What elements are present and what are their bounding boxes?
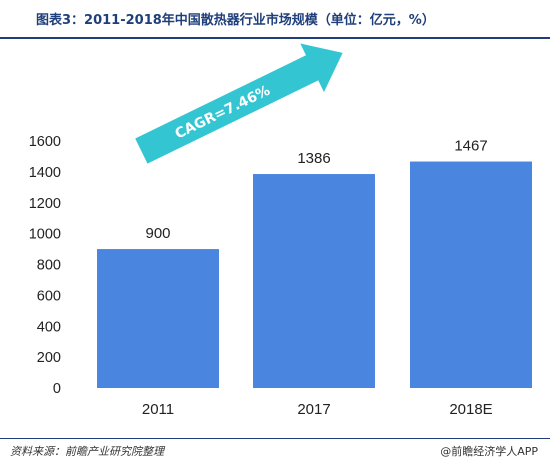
footer-divider <box>0 438 550 439</box>
y-tick-label: 1400 <box>29 165 61 181</box>
source-note: 资料来源：前瞻产业研究院整理 <box>10 445 164 458</box>
data-label: 1386 <box>297 150 330 167</box>
y-tick-label: 1000 <box>29 227 61 243</box>
data-label: 900 <box>145 225 170 242</box>
bar <box>410 161 532 388</box>
title-divider <box>0 37 550 39</box>
x-axis-labels: 2011 2017 2018E <box>142 401 493 418</box>
publisher-credit: @前瞻经济学人APP <box>440 445 538 458</box>
y-tick-label: 1200 <box>29 196 61 212</box>
y-tick-label: 600 <box>37 288 61 304</box>
cagr-arrow-shape <box>135 43 343 164</box>
y-tick-label: 1600 <box>29 134 61 150</box>
y-tick-label: 400 <box>37 319 61 335</box>
x-tick-label: 2011 <box>142 401 174 418</box>
x-tick-label: 2018E <box>449 401 492 418</box>
bar <box>253 174 375 388</box>
y-tick-label: 0 <box>53 381 61 397</box>
x-tick-label: 2017 <box>297 401 330 418</box>
data-labels: 900 1386 1467 <box>145 138 487 243</box>
y-tick-label: 800 <box>37 258 61 274</box>
cagr-label: CAGR=7.46% <box>173 83 273 143</box>
data-label: 1467 <box>454 138 487 155</box>
y-axis-ticks: 0 200 400 600 800 1000 1200 1400 1600 <box>29 134 61 397</box>
chart-title: 图表3：2011-2018年中国散热器行业市场规模（单位：亿元，%） <box>36 13 435 28</box>
y-tick-label: 200 <box>37 350 61 366</box>
bars <box>97 161 532 388</box>
bar <box>97 249 219 388</box>
